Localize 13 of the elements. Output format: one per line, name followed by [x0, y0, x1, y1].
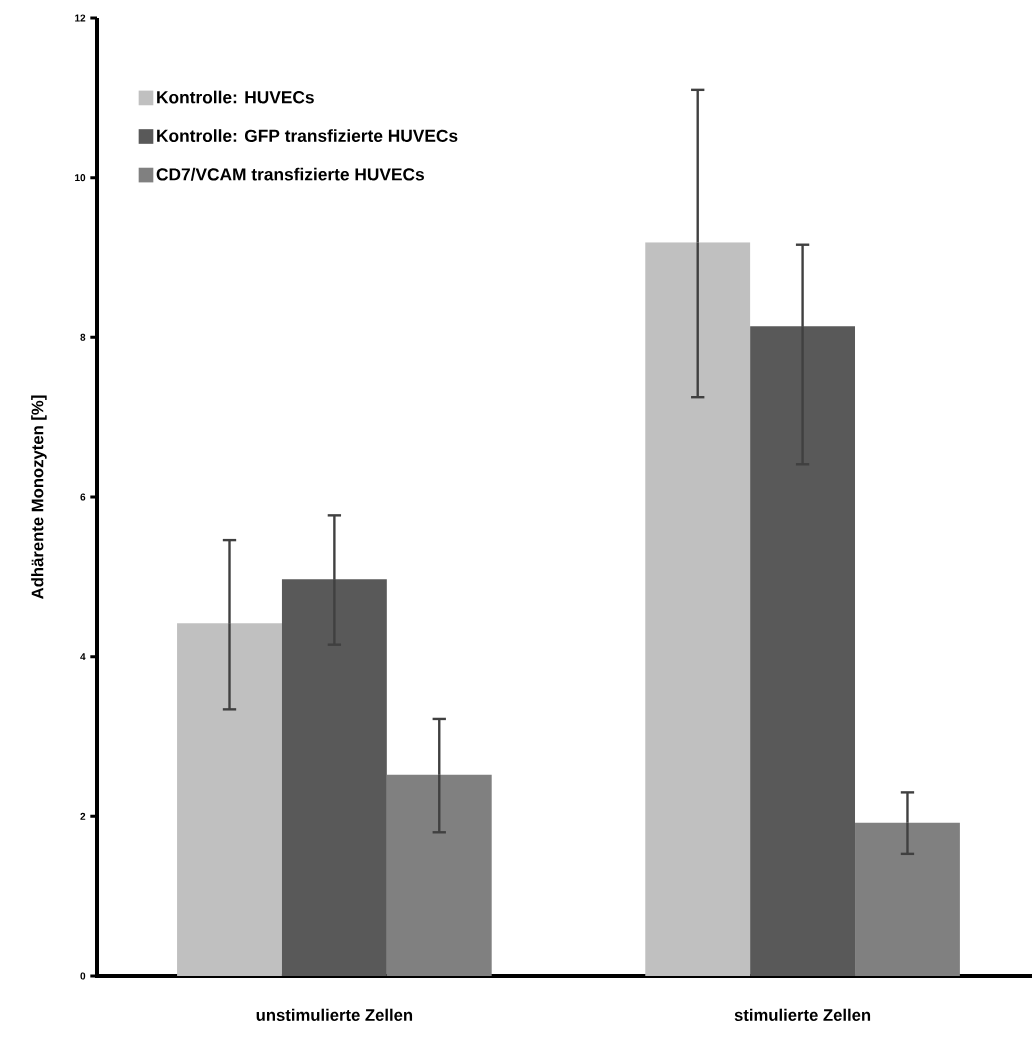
y-axis-title: Adhärente Monozyten [%] — [31, 395, 47, 599]
x-tick-label: unstimulierte Zellen — [256, 1008, 413, 1021]
y-tick-label: 2 — [80, 812, 86, 820]
y-tick-label: 12 — [75, 14, 86, 22]
y-tick-label: 8 — [80, 333, 86, 341]
legend-label: Kontrolle: GFP transfizierte HUVECs — [157, 129, 458, 142]
legend-label: CD7/VCAM transfizierte HUVECs — [156, 167, 424, 181]
y-tick-label: 10 — [75, 174, 86, 182]
legend-label: Kontrolle: HUVECs — [157, 90, 314, 104]
x-tick-label: stimulierte Zellen — [734, 1008, 871, 1021]
y-tick-label: 0 — [80, 972, 86, 980]
y-tick-label: 4 — [80, 653, 86, 661]
y-tick-label: 6 — [80, 493, 86, 501]
